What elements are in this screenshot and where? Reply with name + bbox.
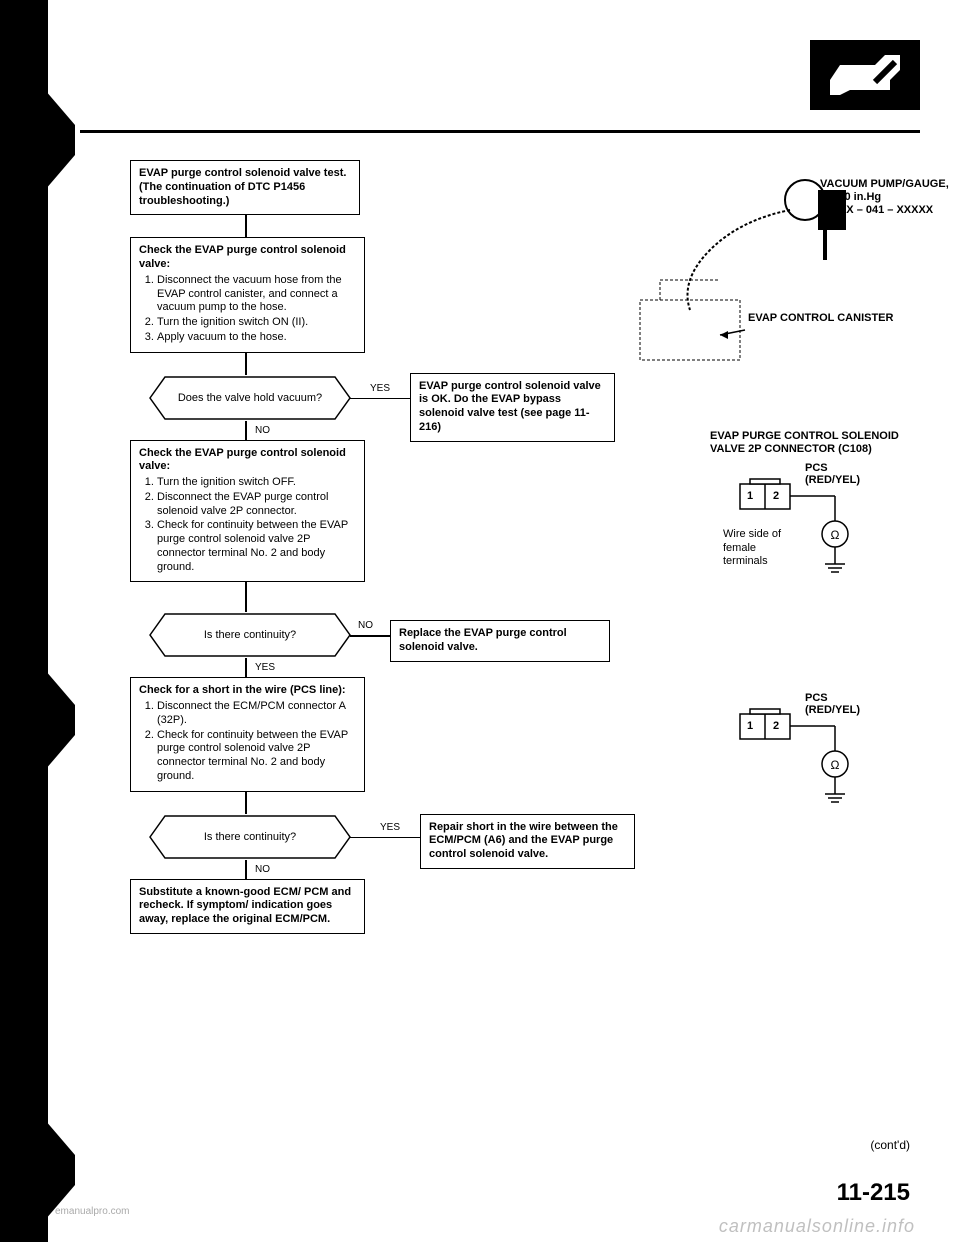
connector-line xyxy=(350,398,410,400)
wire-side-label: Wire side of female terminals xyxy=(723,528,803,568)
flowchart-end-box: Substitute a known-good ECM/ PCM and rec… xyxy=(130,879,365,934)
flowchart-check-box-1: Check the EVAP purge control solenoid va… xyxy=(130,237,365,352)
connector-line xyxy=(245,215,247,237)
connector-diagram-1: EVAP PURGE CONTROL SOLENOID VALVE 2P CON… xyxy=(580,430,920,576)
flowchart-check-box-2: Check the EVAP purge control solenoid va… xyxy=(130,440,365,583)
vacuum-diagram: VACUUM PUMP/GAUGE, 0 – 30 in.Hg A973X – … xyxy=(580,160,920,390)
box2-item-2: Turn the ignition switch ON (II). xyxy=(157,316,356,330)
pcs-label: PCS (RED/YEL) xyxy=(805,462,860,486)
box3-item-3: Check for continuity between the EVAP pu… xyxy=(157,519,356,574)
svg-text:Ω: Ω xyxy=(831,528,840,542)
box3-title: Check the EVAP purge control solenoid va… xyxy=(139,447,346,473)
box4-item-1: Disconnect the ECM/PCM connector A (32P)… xyxy=(157,700,356,728)
binder-tab-3 xyxy=(0,1120,75,1220)
engine-icon xyxy=(820,50,910,100)
pin-2: 2 xyxy=(773,490,779,502)
box2-list: Disconnect the vacuum hose from the EVAP… xyxy=(139,274,356,345)
yes-label: YES xyxy=(255,662,550,673)
svg-text:Ω: Ω xyxy=(831,758,840,772)
box4-list: Disconnect the ECM/PCM connector A (32P)… xyxy=(139,700,356,784)
decision-2-text: Is there continuity? xyxy=(204,629,296,641)
box1-title: EVAP purge control solenoid valve test. xyxy=(139,167,346,179)
connector-1-title: EVAP PURGE CONTROL SOLENOID VALVE 2P CON… xyxy=(710,430,920,456)
box5-text: Substitute a known-good ECM/ PCM and rec… xyxy=(139,886,351,926)
pin-1: 1 xyxy=(747,490,753,502)
canister-label: EVAP CONTROL CANISTER xyxy=(748,312,893,325)
flowchart-start-box: EVAP purge control solenoid valve test. … xyxy=(130,160,360,215)
pin-1: 1 xyxy=(747,720,753,732)
decision-1: Does the valve hold vacuum? YES EVAP pur… xyxy=(130,375,370,421)
box2-title: Check the EVAP purge control solenoid va… xyxy=(139,244,346,270)
connector-diagram-2: Ω PCS (RED/YEL) 1 2 xyxy=(580,696,920,806)
binder-tab-2 xyxy=(0,670,75,770)
box4-title: Check for a short in the wire (PCS line)… xyxy=(139,684,346,696)
watermark-carmanuals: carmanualsonline.info xyxy=(719,1216,915,1237)
flowchart-check-box-3: Check for a short in the wire (PCS line)… xyxy=(130,677,365,791)
watermark-emanualpro: emanualpro.com xyxy=(55,1206,129,1217)
connector-line xyxy=(350,635,390,637)
pin-2: 2 xyxy=(773,720,779,732)
box3-list: Turn the ignition switch OFF. Disconnect… xyxy=(139,476,356,574)
decision-2: Is there continuity? NO Replace the EVAP… xyxy=(130,612,370,658)
flowchart: EVAP purge control solenoid valve test. … xyxy=(130,160,550,934)
engine-icon-box xyxy=(810,40,920,110)
content-area: EVAP purge control solenoid valve test. … xyxy=(90,160,920,1160)
diagrams-area: VACUUM PUMP/GAUGE, 0 – 30 in.Hg A973X – … xyxy=(580,160,920,806)
page-number: 11-215 xyxy=(837,1179,910,1207)
box2-item-3: Apply vacuum to the hose. xyxy=(157,331,356,345)
no-label: NO xyxy=(358,620,373,631)
decision-3-text: Is there continuity? xyxy=(204,831,296,843)
yes-label: YES xyxy=(370,383,390,394)
box3-item-1: Turn the ignition switch OFF. xyxy=(157,476,356,490)
yes-label: YES xyxy=(380,822,400,833)
vacuum-pump-label: VACUUM PUMP/GAUGE, 0 – 30 in.Hg A973X – … xyxy=(820,178,950,218)
binder-tab-1 xyxy=(0,90,75,190)
box3-item-2: Disconnect the EVAP purge control soleno… xyxy=(157,491,356,519)
box2-item-1: Disconnect the vacuum hose from the EVAP… xyxy=(157,274,356,315)
box1-sub: (The continuation of DTC P1456 troublesh… xyxy=(139,181,305,207)
page: EVAP purge control solenoid valve test. … xyxy=(0,0,960,1242)
result-box-3: Repair short in the wire between the ECM… xyxy=(420,814,635,869)
connector-line xyxy=(245,582,247,612)
decision-1-text: Does the valve hold vacuum? xyxy=(178,392,322,404)
decision-3: Is there continuity? YES Repair short in… xyxy=(130,814,370,860)
box4-item-2: Check for continuity between the EVAP pu… xyxy=(157,729,356,784)
contd-label: (cont'd) xyxy=(870,1138,910,1152)
connector-line xyxy=(245,353,247,375)
connector-line xyxy=(245,792,247,814)
horizontal-rule xyxy=(80,130,920,133)
connector-line xyxy=(350,837,420,839)
pcs-label: PCS (RED/YEL) xyxy=(805,692,860,716)
result-box-2: Replace the EVAP purge control solenoid … xyxy=(390,620,610,662)
